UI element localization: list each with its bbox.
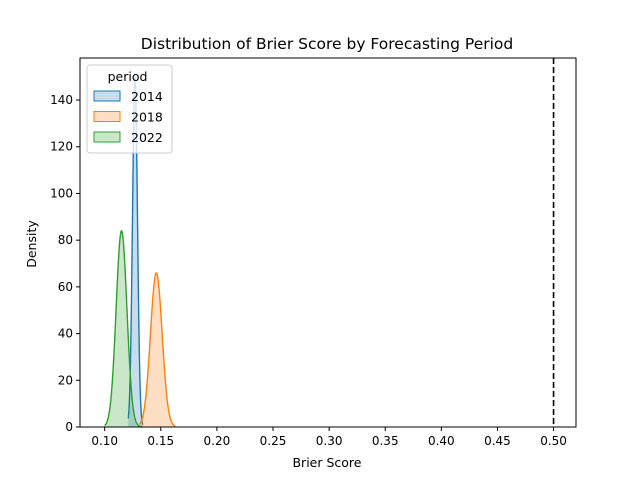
legend-swatch-2018 (93, 111, 121, 122)
legend-title: period (108, 69, 148, 84)
y-tick-label: 60 (58, 280, 73, 294)
x-tick-label: 0.20 (204, 434, 231, 448)
axes: 0.10 0.15 0.20 0.25 0.30 0.35 0.40 0.45 0.50 0 20 4… (50, 57, 577, 448)
x-axis-label: Brier Score (292, 455, 361, 470)
y-axis-label: Density (24, 220, 39, 268)
axes-frame (79, 57, 577, 428)
legend-label-2018: 2018 (131, 110, 163, 125)
y-tick-label: 100 (50, 186, 73, 200)
legend: period 2014 2018 2022 (86, 64, 173, 154)
y-tick-label: 80 (58, 233, 73, 247)
legend-swatch-2022 (93, 131, 121, 143)
x-tick-label: 0.45 (484, 434, 511, 448)
x-tick-label: 0.40 (428, 434, 455, 448)
legend-box (86, 64, 173, 154)
density-area-2014 (128, 76, 143, 427)
y-tick-label: 20 (58, 373, 73, 387)
legend-label-2022: 2022 (131, 130, 163, 145)
density-line-2022 (104, 229, 143, 428)
x-tick-label: 0.35 (372, 434, 399, 448)
x-tick-label: 0.25 (260, 434, 287, 448)
density-line-2018 (138, 272, 176, 427)
density-area-2022 (104, 230, 143, 427)
legend-swatch-2014 (93, 90, 121, 102)
y-tick-label: 120 (50, 140, 73, 154)
x-tick-label: 0.30 (316, 434, 343, 448)
y-tick-label: 40 (58, 327, 73, 341)
chart-title: Distribution of Brier Score by Forecasti… (141, 35, 513, 53)
plot-area (104, 58, 555, 428)
density-area-2018 (139, 272, 176, 427)
legend-label-2014: 2014 (131, 89, 163, 104)
x-tick-label: 0.50 (540, 434, 567, 448)
x-tick-label: 0.10 (91, 434, 118, 448)
y-tick-label: 140 (50, 93, 73, 107)
y-tick-label: 0 (65, 420, 73, 434)
x-tick-label: 0.15 (147, 434, 174, 448)
